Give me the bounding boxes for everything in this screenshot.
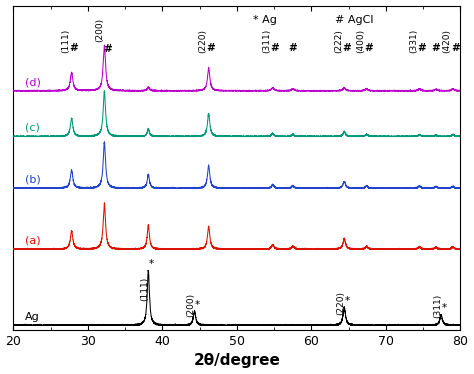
Text: *: * (345, 296, 350, 306)
Text: (331): (331) (409, 28, 418, 53)
Text: # AgCl: # AgCl (335, 15, 374, 25)
Text: * Ag: * Ag (253, 15, 276, 25)
Text: (400): (400) (356, 29, 365, 53)
Text: #: # (365, 43, 373, 53)
Text: #: # (289, 43, 297, 53)
Text: Ag: Ag (25, 312, 39, 322)
Text: (d): (d) (25, 77, 41, 87)
Text: (220): (220) (336, 291, 345, 315)
Text: #: # (342, 43, 351, 53)
X-axis label: 2θ/degree: 2θ/degree (193, 353, 281, 368)
Text: (222): (222) (334, 29, 343, 53)
Text: #: # (70, 43, 78, 53)
Text: #: # (207, 43, 215, 53)
Text: (a): (a) (25, 236, 40, 246)
Text: #: # (417, 43, 426, 53)
Text: (200): (200) (95, 18, 104, 42)
Text: (311): (311) (433, 294, 442, 318)
Text: (200): (200) (186, 293, 195, 317)
Text: (311): (311) (262, 28, 271, 53)
Text: (111): (111) (61, 28, 70, 53)
Text: (b): (b) (25, 175, 40, 185)
Text: *: * (149, 260, 154, 269)
Text: *: * (195, 300, 200, 310)
Text: (420): (420) (443, 29, 452, 53)
Text: #: # (451, 43, 460, 53)
Text: (220): (220) (198, 29, 207, 53)
Text: (c): (c) (25, 123, 39, 133)
Text: #: # (271, 43, 279, 53)
Text: #: # (431, 43, 440, 53)
Text: #: # (104, 44, 112, 53)
Text: *: * (441, 303, 447, 313)
Text: (111): (111) (140, 276, 149, 301)
